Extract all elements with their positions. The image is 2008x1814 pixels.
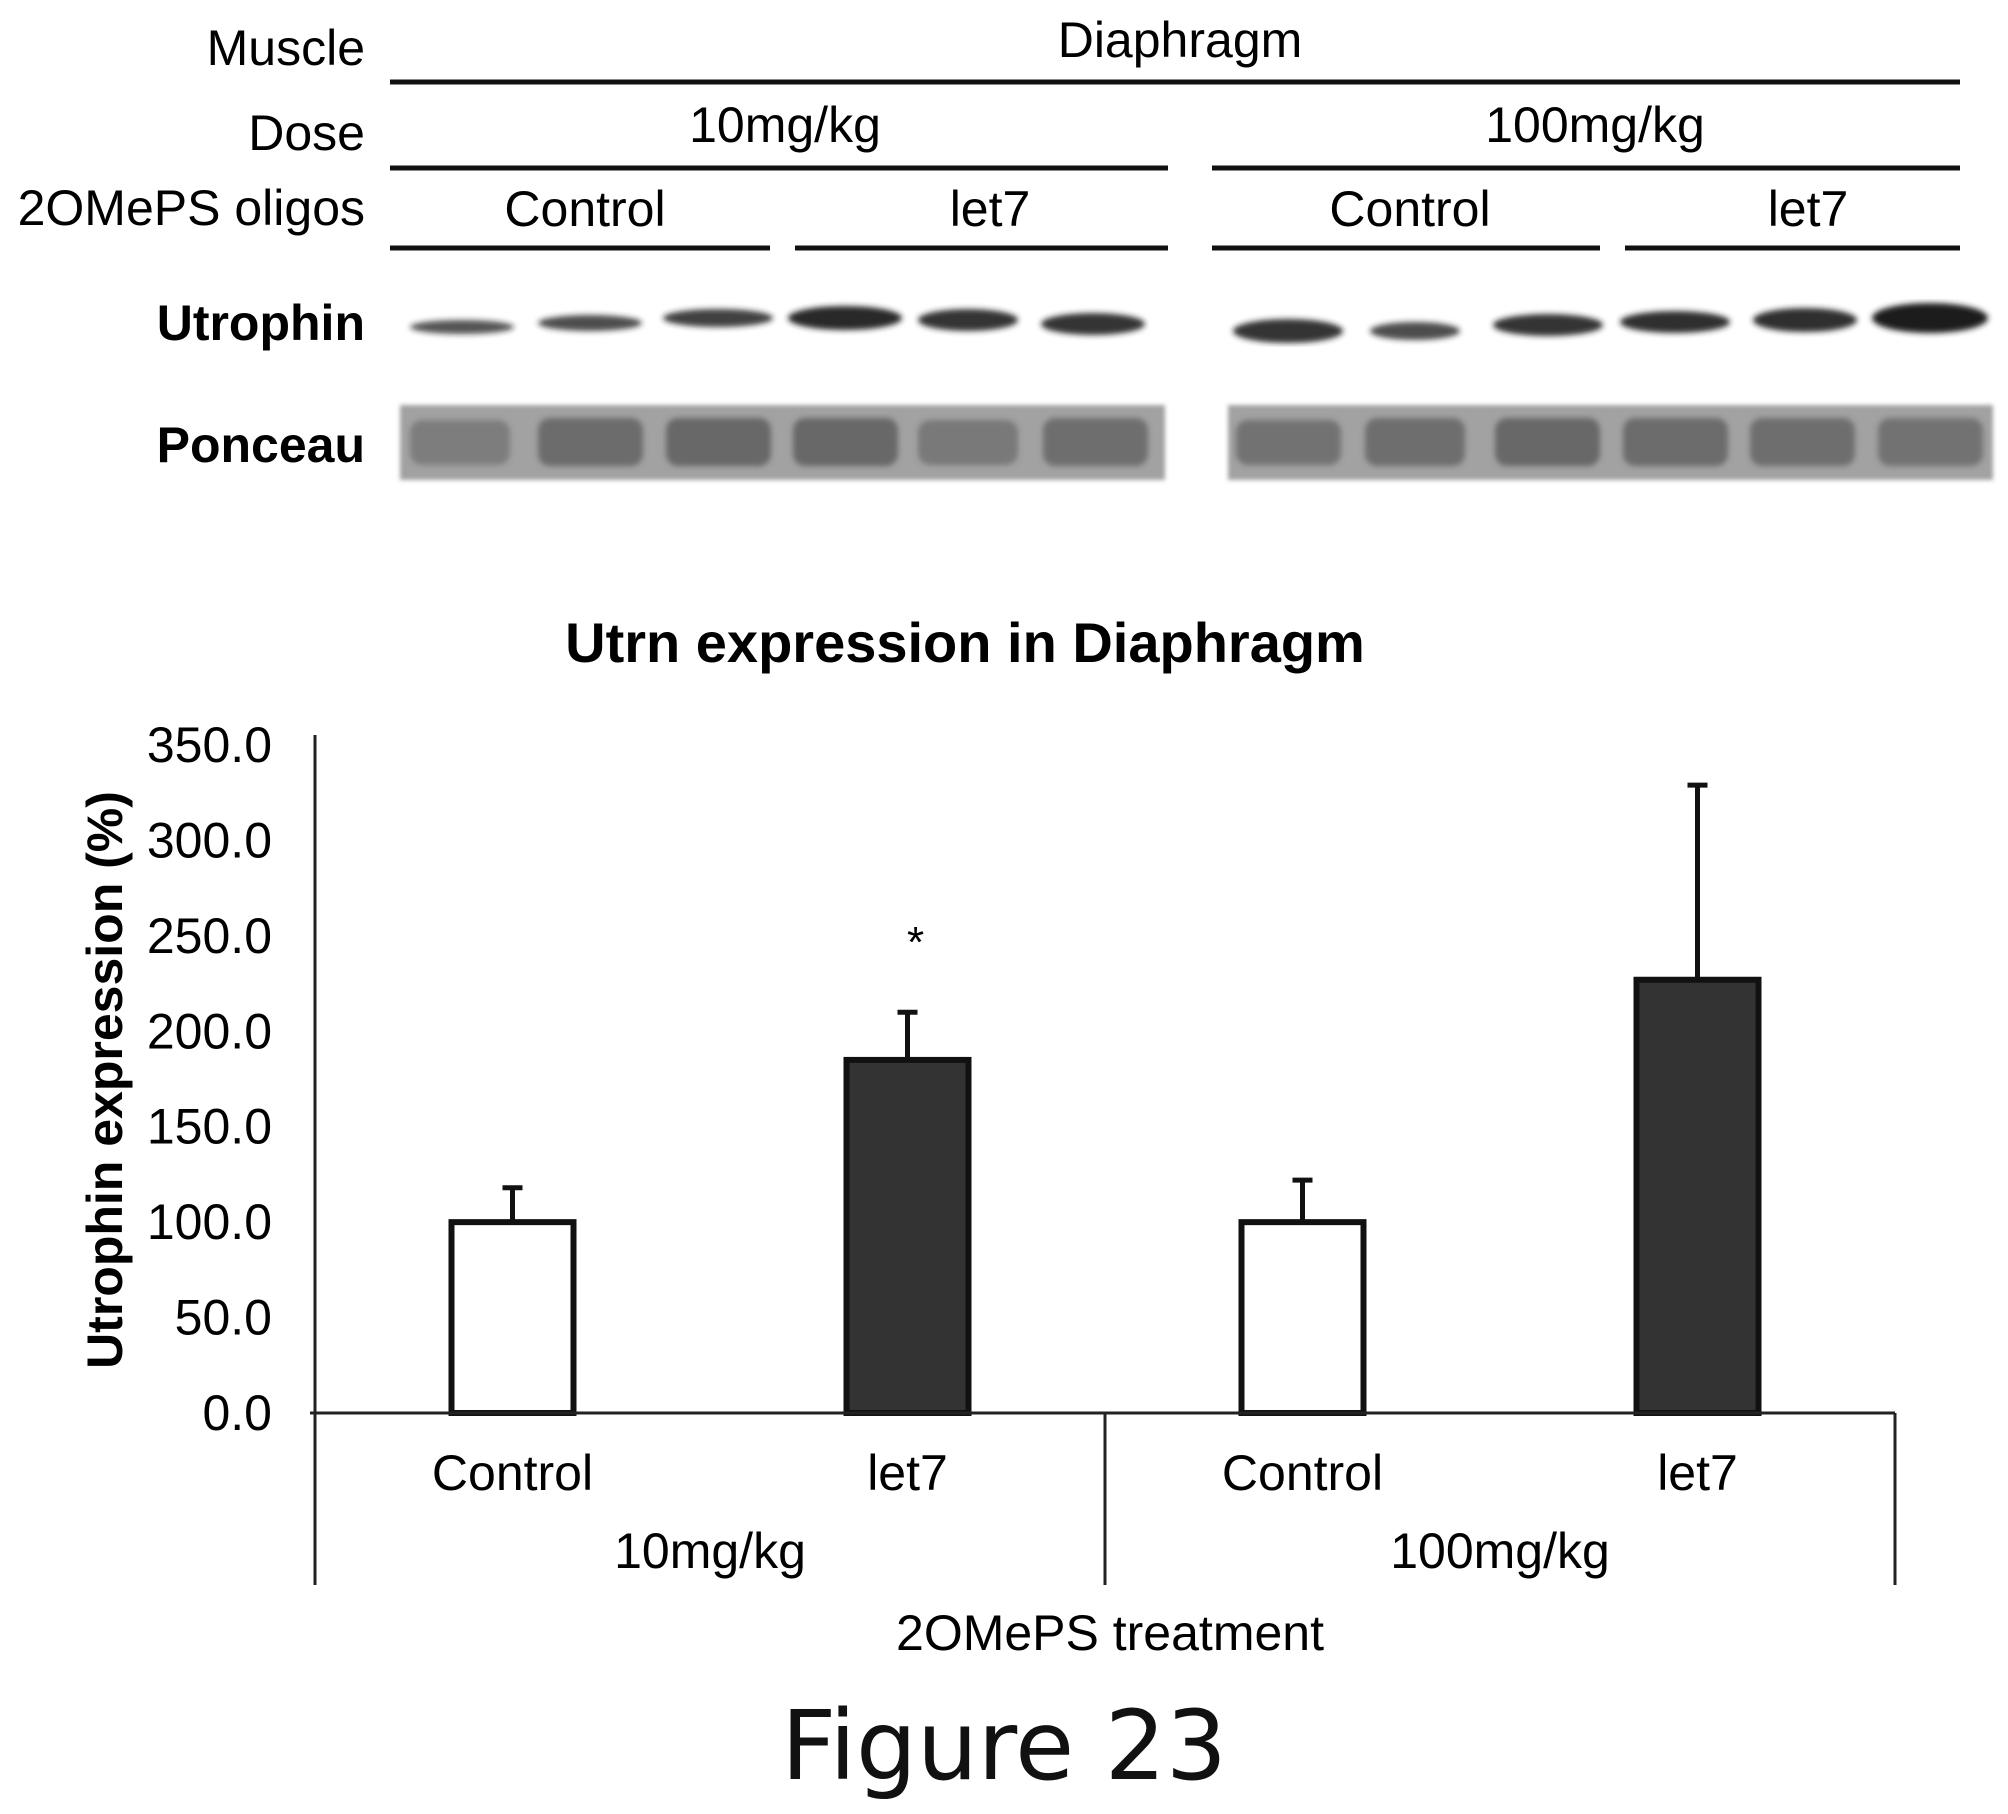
muscle-value: Diaphragm bbox=[1058, 12, 1303, 68]
y-axis-ticks: 0.0 50.0 100.0 150.0 200.0 250.0 300.0 350.0 bbox=[147, 717, 272, 1441]
x-tick-label: Control bbox=[432, 1445, 593, 1501]
y-tick-label: 300.0 bbox=[147, 812, 272, 868]
utrophin-band bbox=[663, 309, 773, 327]
bar bbox=[843, 1056, 972, 1416]
chart-title: Utrn expression in Diaphragm bbox=[565, 611, 1365, 674]
row-label-muscle: Muscle bbox=[207, 20, 365, 76]
utrophin-band bbox=[918, 309, 1018, 331]
bars: * bbox=[448, 782, 1762, 1417]
x-tick-label: let7 bbox=[1657, 1445, 1738, 1501]
figure-caption: Figure 23 bbox=[781, 1690, 1227, 1802]
ponceau-stain bbox=[400, 405, 1993, 480]
utrophin-band bbox=[1233, 319, 1343, 343]
ponceau-lane bbox=[1750, 418, 1855, 466]
utrophin-band bbox=[410, 320, 514, 334]
y-tick-label: 200.0 bbox=[147, 1003, 272, 1059]
utrophin-bands bbox=[410, 303, 1988, 343]
utrophin-band bbox=[1493, 314, 1603, 336]
ponceau-block-right bbox=[1228, 405, 1993, 480]
ponceau-lane bbox=[1623, 418, 1728, 466]
row-label-dose: Dose bbox=[248, 105, 365, 161]
y-tick-label: 350.0 bbox=[147, 717, 272, 773]
y-tick-label: 50.0 bbox=[175, 1290, 272, 1346]
x-tick-label: let7 bbox=[867, 1445, 948, 1501]
utrophin-band bbox=[788, 306, 902, 330]
dose-100: 100mg/kg bbox=[1485, 97, 1705, 153]
group-label-1: Control bbox=[504, 181, 665, 237]
bar bbox=[1633, 976, 1762, 1416]
y-tick-label: 150.0 bbox=[147, 1099, 272, 1155]
significance-marker: * bbox=[907, 918, 924, 967]
y-axis-label: Utrophin expression (%) bbox=[77, 791, 133, 1369]
ponceau-lane bbox=[918, 420, 1018, 465]
axes bbox=[310, 735, 1897, 1585]
row-label-utrophin: Utrophin bbox=[157, 295, 365, 351]
y-tick-label: 100.0 bbox=[147, 1194, 272, 1250]
western-blot-panel: Muscle Diaphragm Dose 10mg/kg 100mg/kg 2… bbox=[18, 12, 1993, 480]
ponceau-lane bbox=[410, 420, 510, 465]
ponceau-lane bbox=[1236, 420, 1341, 465]
x-axis-label: 2OMePS treatment bbox=[896, 1605, 1324, 1661]
utrophin-band bbox=[1041, 313, 1145, 335]
utrophin-band bbox=[1753, 308, 1857, 332]
dose-10: 10mg/kg bbox=[689, 97, 881, 153]
row-label-oligos: 2OMePS oligos bbox=[18, 180, 365, 236]
ponceau-lane bbox=[538, 418, 643, 466]
x-group-label: 100mg/kg bbox=[1390, 1523, 1610, 1579]
x-group-label: 10mg/kg bbox=[614, 1523, 806, 1579]
group-label-4: let7 bbox=[1768, 181, 1849, 237]
y-tick-label: 0.0 bbox=[202, 1385, 272, 1441]
row-label-ponceau: Ponceau bbox=[157, 417, 365, 473]
group-label-2: let7 bbox=[950, 181, 1031, 237]
utrophin-band bbox=[1370, 322, 1460, 340]
bar bbox=[448, 1219, 577, 1417]
utrophin-band bbox=[1620, 311, 1730, 333]
utrophin-band bbox=[538, 315, 642, 331]
x-tick-label: Control bbox=[1222, 1445, 1383, 1501]
ponceau-block-left bbox=[400, 405, 1165, 480]
ponceau-lane bbox=[666, 418, 771, 466]
y-tick-label: 250.0 bbox=[147, 908, 272, 964]
ponceau-lane bbox=[1495, 418, 1600, 466]
x-axis-category-labels: Control let7 Control let7 10mg/kg 100mg/kg bbox=[432, 1445, 1738, 1579]
ponceau-lane bbox=[793, 418, 898, 466]
group-label-3: Control bbox=[1329, 181, 1490, 237]
ponceau-lane bbox=[1878, 418, 1983, 466]
bar bbox=[1238, 1219, 1367, 1417]
ponceau-lane bbox=[1365, 418, 1465, 466]
ponceau-lane bbox=[1043, 418, 1148, 466]
utrophin-band bbox=[1872, 303, 1988, 333]
utrn-expression-chart: Utrn expression in Diaphragm Utrophin ex… bbox=[77, 611, 1897, 1661]
